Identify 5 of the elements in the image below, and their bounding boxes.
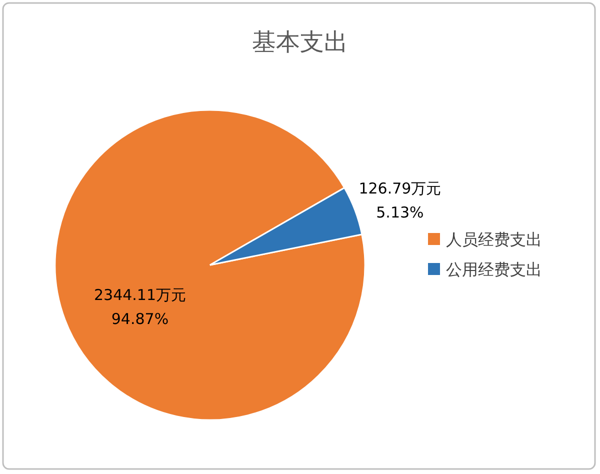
legend-label: 公用经费支出 — [446, 260, 542, 279]
legend-label: 人员经费支出 — [446, 230, 542, 249]
data-label: 126.79万元 5.13% — [358, 179, 442, 222]
chart-title: 基本支出 — [252, 28, 348, 56]
data-label: 2344.11万元 94.87% — [94, 286, 186, 328]
